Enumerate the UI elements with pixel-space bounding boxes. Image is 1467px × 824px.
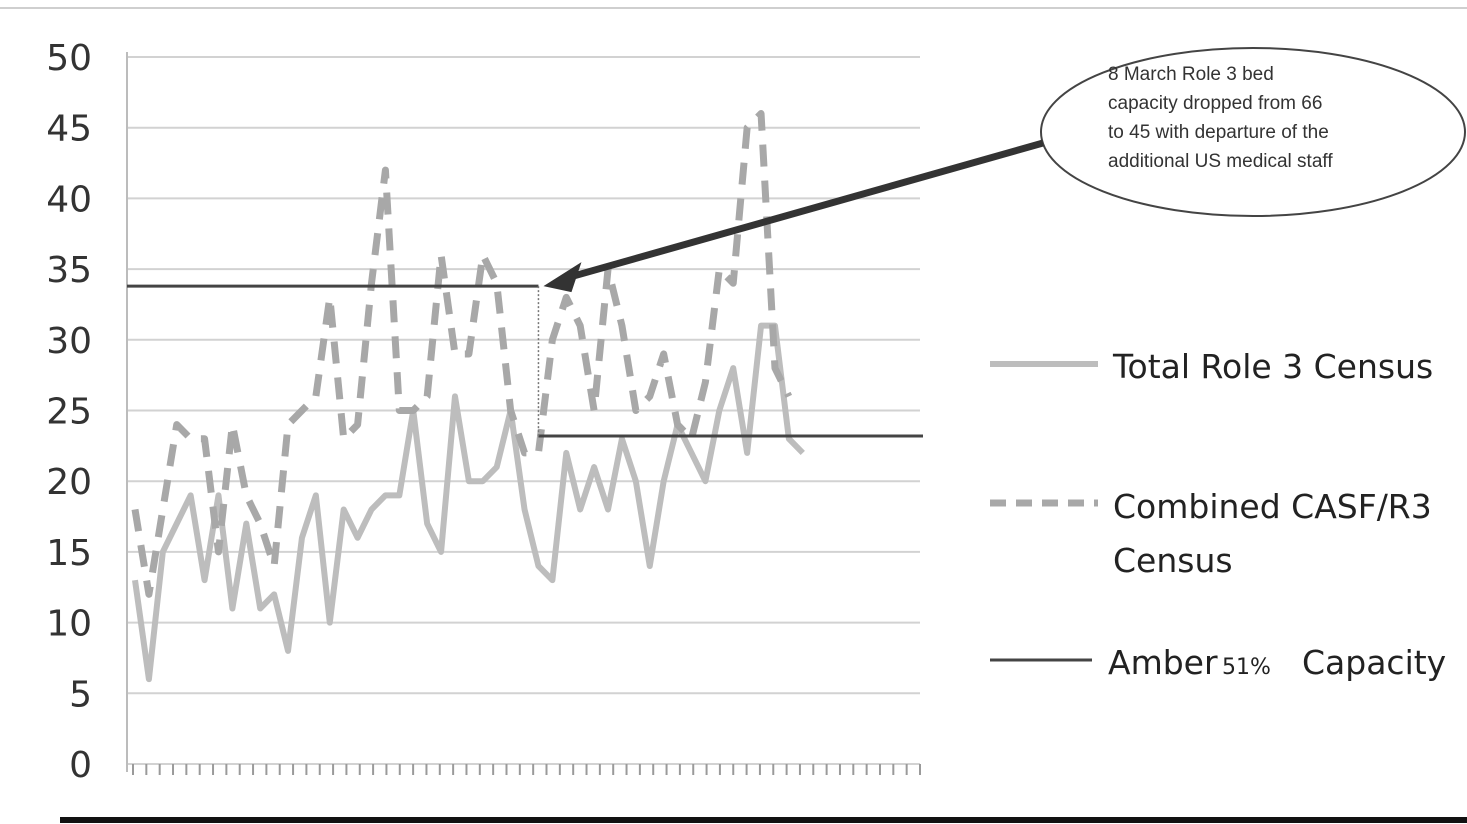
y-tick-label: 50 bbox=[46, 38, 92, 79]
legend-label-amber-capacity: Capacity bbox=[1302, 643, 1446, 682]
series-total-role3-census bbox=[132, 322, 805, 683]
callout-bubble bbox=[1040, 47, 1466, 217]
y-tick-label: 35 bbox=[46, 250, 92, 291]
y-tick-label: 15 bbox=[46, 533, 92, 574]
plot-area bbox=[127, 110, 923, 683]
callout-text-line: to 45 with departure of the bbox=[1108, 122, 1329, 143]
annotation-callout: 8 March Role 3 bed capacity dropped from … bbox=[543, 47, 1466, 293]
y-tick-label: 20 bbox=[46, 462, 92, 503]
y-tick-label: 40 bbox=[46, 179, 92, 220]
callout-arrow-shaft bbox=[572, 139, 1044, 280]
legend-label-amber: Amber bbox=[1108, 643, 1218, 682]
legend: Total Role 3 Census Combined CASF/R3 Censu… bbox=[990, 347, 1446, 682]
x-axis-ticks bbox=[132, 764, 921, 775]
y-tick-label: 10 bbox=[46, 604, 92, 645]
y-axis: 0 5 10 15 20 25 30 35 40 45 50 bbox=[46, 38, 128, 786]
callout-text-line: 8 March Role 3 bed bbox=[1108, 64, 1274, 85]
callout-text-line: additional US medical staff bbox=[1108, 151, 1333, 172]
legend-label-total: Total Role 3 Census bbox=[1112, 347, 1433, 386]
y-tick-label: 30 bbox=[46, 321, 92, 362]
series-combined-casf-r3-census bbox=[131, 110, 793, 598]
callout-arrow-head bbox=[543, 262, 582, 293]
callout-text-line: capacity dropped from 66 bbox=[1108, 93, 1322, 114]
series-amber-capacity bbox=[127, 284, 923, 438]
y-tick-label: 0 bbox=[69, 745, 92, 786]
y-tick-label: 5 bbox=[69, 674, 92, 715]
y-tick-label: 25 bbox=[46, 392, 92, 433]
legend-label-amber-percent: 51% bbox=[1222, 655, 1271, 680]
y-tick-label: 45 bbox=[46, 109, 92, 150]
gridlines bbox=[127, 56, 920, 765]
legend-label-combined: Combined CASF/R3 bbox=[1113, 487, 1432, 526]
legend-label-combined: Census bbox=[1113, 541, 1233, 580]
